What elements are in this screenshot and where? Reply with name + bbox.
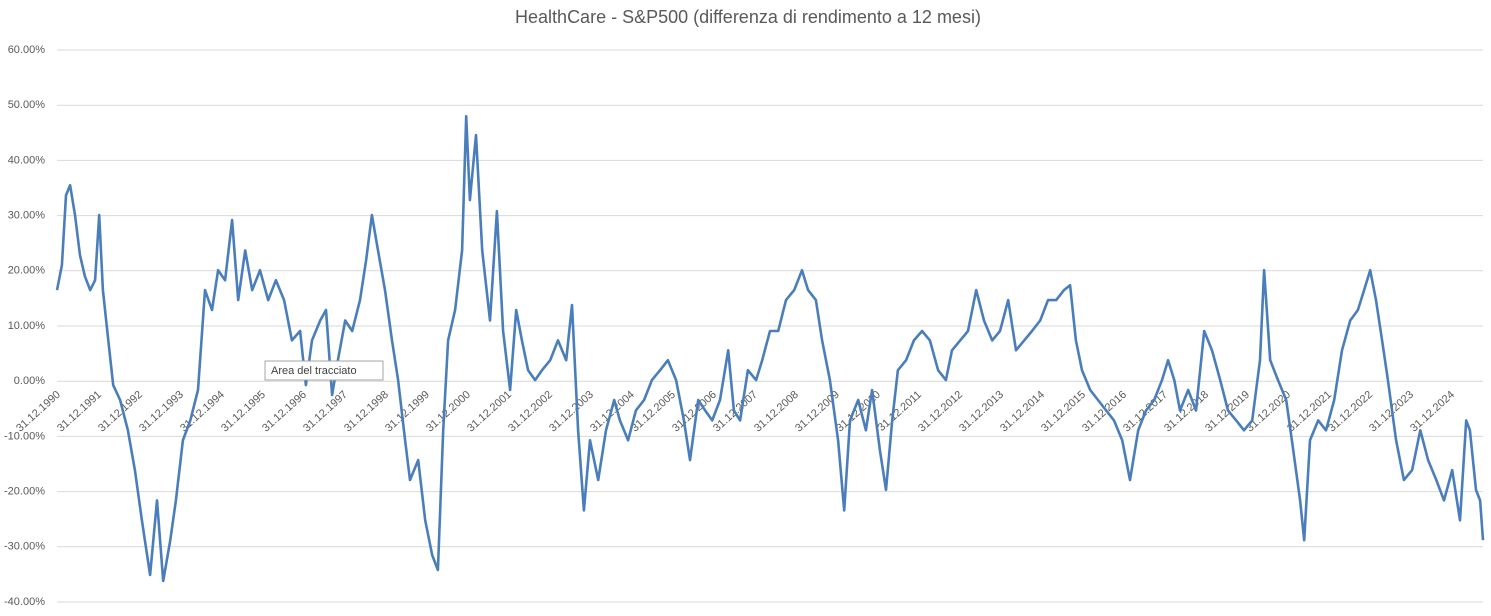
y-tick-label: -10.00% [4, 430, 45, 442]
y-tick-label: 50.00% [8, 99, 46, 111]
y-tick-label: 20.00% [8, 265, 46, 277]
y-tick-label: 40.00% [8, 154, 46, 166]
tooltip-text: Area del tracciato [271, 365, 357, 377]
y-tick-label: 60.00% [8, 44, 46, 56]
data-line [55, 114, 1485, 583]
y-tick-label: 30.00% [8, 210, 46, 222]
y-tick-label: 0.00% [14, 375, 45, 387]
y-tick-label: -30.00% [4, 541, 45, 553]
chart-title: HealthCare - S&P500 (differenza di rendi… [515, 7, 981, 27]
tooltip: Area del tracciato [264, 360, 384, 381]
y-tick-label: 10.00% [8, 320, 46, 332]
tooltip-box [264, 360, 384, 381]
y-tick-label: -40.00% [4, 596, 45, 608]
y-tick-label: -20.00% [4, 486, 45, 498]
x-tick-label: 31.12.2024 [1408, 389, 1457, 435]
